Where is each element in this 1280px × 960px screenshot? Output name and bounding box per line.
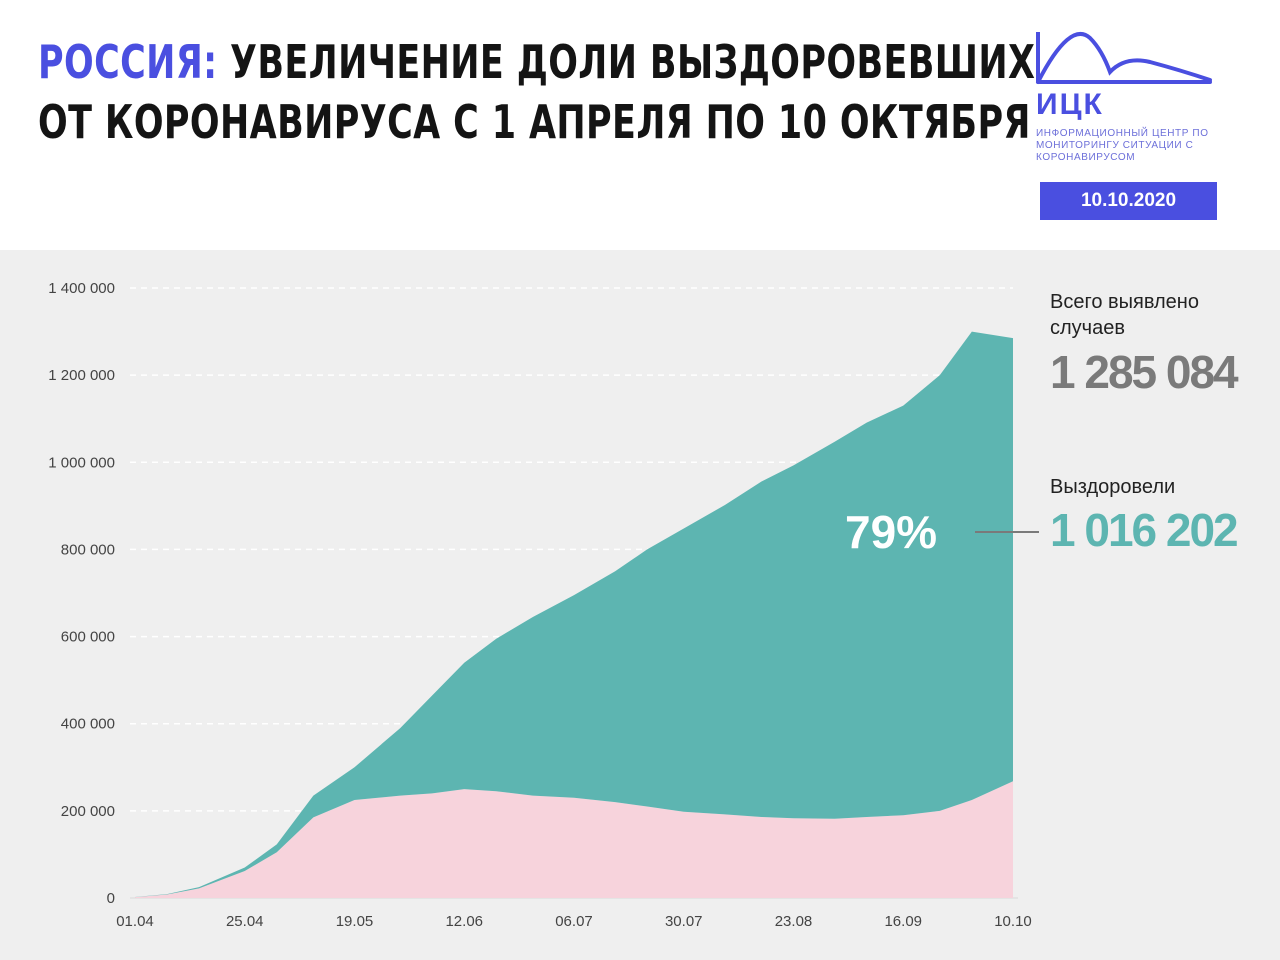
recovered-percent: 79%: [845, 506, 938, 558]
x-tick-label: 10.10: [994, 913, 1032, 930]
y-tick-label: 1 200 000: [48, 367, 115, 384]
y-tick-label: 600 000: [61, 629, 115, 646]
curve-logo-icon: [1036, 32, 1212, 84]
recovered-label: Выздоровели: [1050, 476, 1176, 498]
y-tick-label: 200 000: [61, 803, 115, 820]
header: РОССИЯ: УВЕЛИЧЕНИЕ ДОЛИ ВЫЗДОРОВЕВШИХ ОТ…: [0, 0, 1280, 250]
x-tick-label: 25.04: [226, 913, 264, 930]
y-tick-label: 1 000 000: [48, 454, 115, 471]
logo-subtitle: ИНФОРМАЦИОННЫЙ ЦЕНТР ПО МОНИТОРИНГУ СИТУ…: [1036, 128, 1209, 163]
recovered-value: 1 016 202: [1050, 504, 1239, 556]
area-active: [135, 781, 1013, 898]
x-tick-label: 06.07: [555, 913, 593, 930]
title-line-2: ОТ КОРОНАВИРУСА С 1 АПРЕЛЯ ПО 10 ОКТЯБРЯ: [38, 95, 1031, 149]
x-tick-label: 12.06: [445, 913, 483, 930]
x-tick-label: 16.09: [884, 913, 922, 930]
page-title: РОССИЯ: УВЕЛИЧЕНИЕ ДОЛИ ВЫЗДОРОВЕВШИХ ОТ…: [38, 32, 1035, 152]
x-tick-label: 30.07: [665, 913, 703, 930]
title-line-1: РОССИЯ: УВЕЛИЧЕНИЕ ДОЛИ ВЫЗДОРОВЕВШИХ: [38, 32, 1035, 92]
total-cases-label: Всего выявлено случаев: [1050, 291, 1199, 339]
y-tick-label: 800 000: [61, 541, 115, 558]
x-axis-ticks: 01.04 25.04 19.05 12.06 06.07 30.07 23.08 16.09…: [116, 913, 1032, 930]
y-tick-label: 400 000: [61, 716, 115, 733]
x-tick-label: 19.05: [336, 913, 374, 930]
logo: ИЦК ИНФОРМАЦИОННЫЙ ЦЕНТР ПО МОНИТОРИНГУ …: [1030, 28, 1230, 163]
title-country: РОССИЯ:: [38, 35, 218, 89]
x-tick-label: 23.08: [775, 913, 813, 930]
date-badge: 10.10.2020: [1040, 182, 1217, 220]
area-recovered: [135, 331, 1013, 898]
percent-connector-line: [975, 531, 1039, 533]
y-tick-label: 1 400 000: [48, 280, 115, 297]
y-tick-label: 0: [107, 890, 115, 907]
x-tick-label: 01.04: [116, 913, 154, 930]
y-axis-ticks: 0 200 000 400 000 600 000 800 000 1 000 000 1 …: [48, 280, 115, 907]
title-line-1-text: УВЕЛИЧЕНИЕ ДОЛИ ВЫЗДОРОВЕВШИХ: [230, 35, 1036, 89]
logo-abbreviation: ИЦК: [1036, 88, 1104, 121]
chart-areas: [135, 331, 1013, 898]
total-cases-value: 1 285 084: [1050, 346, 1239, 398]
